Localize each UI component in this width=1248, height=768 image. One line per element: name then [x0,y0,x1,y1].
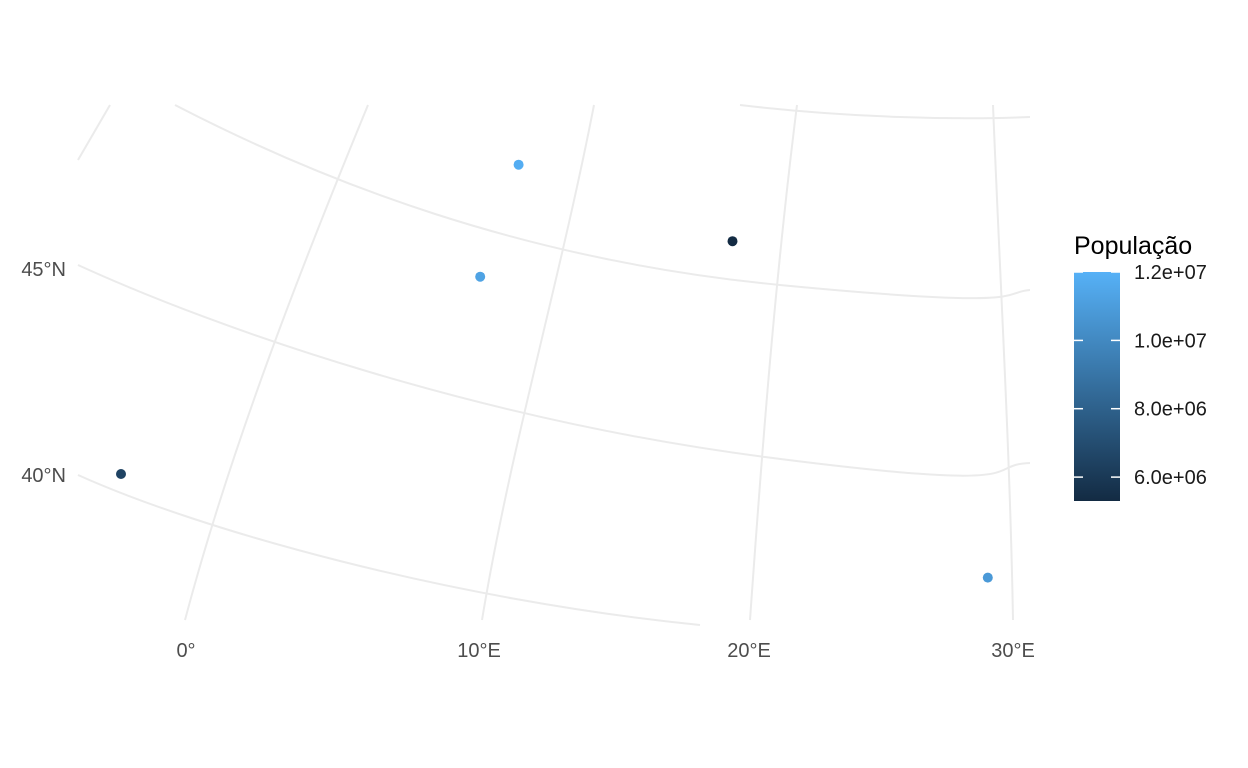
points-layer [116,159,993,583]
parallel-line [77,264,1031,477]
graticule [77,104,1031,626]
city-point-1 [513,159,524,170]
color-bar [1074,272,1120,501]
legend-label-2: 1.0e+07 [1134,330,1207,352]
city-point-5 [982,572,993,583]
meridian-line [992,104,1014,621]
y-tick-label-40n: 40°N [21,465,66,487]
x-tick-label-20e: 20°E [727,640,771,662]
city-point-3 [727,236,738,247]
city-point-4 [116,469,126,479]
meridian-line [77,104,111,161]
legend-label-1: 1.2e+07 [1134,262,1207,284]
x-tick-label-30e: 30°E [991,640,1035,662]
meridian-line [184,104,369,621]
y-axis-tick-labels: 40°N 45°N [21,259,66,487]
parallel-line [77,474,701,626]
x-axis-tick-labels: 0° 10°E 20°E 30°E [176,640,1034,662]
parallel-line [739,104,1031,120]
parallel-line [174,104,1031,300]
x-tick-label-10e: 10°E [457,640,501,662]
legend-label-4: 6.0e+06 [1134,467,1207,489]
meridian-line [749,104,798,621]
legend: População 1.2e+07 1.0e+07 8.0e+06 6.0e+06 [1074,232,1207,501]
city-point-2 [475,271,486,282]
legend-label-3: 8.0e+06 [1134,399,1207,421]
y-tick-label-45n: 45°N [21,259,66,281]
legend-ticks: 1.2e+07 1.0e+07 8.0e+06 6.0e+06 [1074,262,1207,489]
legend-title: População [1074,232,1192,260]
meridian-line [481,104,595,621]
x-tick-label-0: 0° [176,640,195,662]
